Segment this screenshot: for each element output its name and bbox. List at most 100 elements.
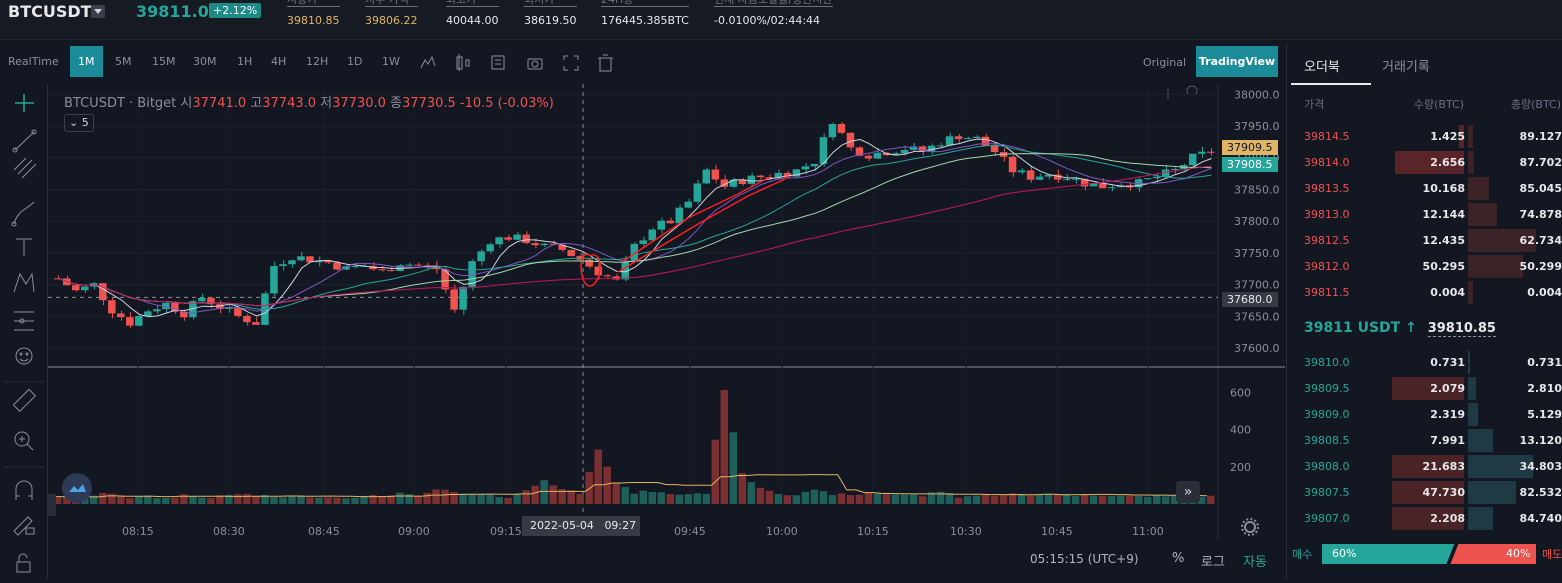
candle [693,183,702,202]
candle-type-icon[interactable] [420,55,436,69]
candle [1188,153,1197,166]
orderbook-row[interactable]: 39808.5 7.991 13.120 [1287,428,1562,454]
legend-open: 37741.0 [192,96,247,111]
lock-draw-icon[interactable] [13,516,35,536]
symbol-dropdown-icon[interactable] [91,5,105,18]
orderbook-row[interactable]: 39811.5 0.004 0.004 [1287,280,1562,306]
pattern-icon[interactable] [13,272,35,293]
volume-bar [90,495,98,504]
orderbook-row[interactable]: 39809.5 2.079 2.810 [1287,376,1562,402]
volume-bar [315,497,323,504]
legend-open-label: 시 [180,96,193,111]
stat-label: 지수 가격 [365,0,418,7]
row-total: 87.702 [1519,156,1562,169]
interval-5m[interactable]: 5M [115,55,132,68]
orderbook-row[interactable]: 39814.5 1.425 89.127 [1287,124,1562,150]
volume-bar [738,472,747,504]
volume-bar [135,496,143,504]
drawing-tools [4,94,44,573]
crosshair-time-label: 2022-05-04 09:27 [522,516,640,536]
stat-low: 최저가 38619.50 [524,0,577,27]
interval-1h[interactable]: 1H [237,55,253,68]
symbol-name[interactable]: BTCUSDT [8,2,92,21]
tradingview-button[interactable]: TradingView [1196,46,1278,77]
candle [657,220,666,230]
volume-bar [207,498,215,504]
orderbook-row[interactable]: 39810.0 0.731 0.731 [1287,350,1562,376]
orderbook-row[interactable]: 39814.0 2.656 87.702 [1287,150,1562,176]
candle [918,146,927,152]
candle [540,243,548,246]
lock-icon[interactable] [16,553,31,573]
indicator-collapse-button[interactable]: ⌄ 5 [64,114,94,132]
candle [846,132,855,148]
original-view-button[interactable]: Original [1143,56,1187,69]
mid-price: 39811 USDT [1304,320,1401,336]
total-depth-bar [1468,125,1473,148]
template-icon[interactable] [491,55,505,70]
crosshair-icon[interactable] [15,94,34,112]
stat-volume: 24H량 176445.385BTC [601,0,689,27]
orderbook-row[interactable]: 39807.0 2.208 84.740 [1287,506,1562,532]
stat-value: 176445.385BTC [601,14,689,27]
price-chart[interactable]: 38000.037950.037900.037850.037800.037750… [48,84,1285,540]
indicator-icon[interactable] [456,54,470,71]
camera-icon[interactable] [527,58,543,70]
realtime-button[interactable]: RealTime [8,55,59,68]
volume-bar [306,497,314,504]
fib-icon[interactable] [13,157,37,179]
measure-icon[interactable] [14,311,34,331]
trendline-icon[interactable] [12,129,37,153]
volume-bar [684,494,693,504]
ruler-icon[interactable] [12,388,37,413]
settings-gear-icon[interactable] [1240,517,1260,541]
row-total: 84.740 [1519,512,1562,525]
tab-trades[interactable]: 거래기록 [1382,60,1430,75]
total-depth-bar [1468,229,1536,252]
percent-scale-button[interactable]: % [1172,551,1185,566]
interval-30m[interactable]: 30M [193,55,217,68]
candle [135,315,143,326]
zoom-in-icon[interactable] [14,431,34,451]
interval-1w[interactable]: 1W [382,55,400,68]
row-qty: 0.731 [1430,356,1465,369]
orderbook-row[interactable]: 39812.5 12.435 62.734 [1287,228,1562,254]
candle [144,311,152,316]
brush-icon[interactable] [11,201,35,227]
magnet-icon[interactable] [15,480,33,500]
volume-bar [1161,496,1170,504]
interval-1d[interactable]: 1D [347,55,363,68]
time-tick-label: 10:15 [857,525,889,538]
qty-depth-bar [1392,481,1464,504]
qty-depth-bar [1395,151,1464,174]
orderbook-row[interactable]: 39813.0 12.144 74.878 [1287,202,1562,228]
ma-line-10 [58,142,1212,314]
trash-icon[interactable] [598,54,613,72]
orderbook-row[interactable]: 39808.0 21.683 34.803 [1287,454,1562,480]
interval-1m[interactable]: 1M [70,46,103,77]
candle [333,262,341,270]
candle [639,240,648,244]
volume-bar [324,497,332,504]
candle [468,261,476,287]
candle [225,307,233,309]
text-icon[interactable] [16,238,32,256]
interval-15m[interactable]: 15M [152,55,176,68]
total-depth-bar [1468,255,1523,278]
log-scale-button[interactable]: 로그 [1201,555,1225,570]
auto-scale-button[interactable]: 자동 [1243,555,1267,570]
orderbook-row[interactable]: 39812.0 50.295 50.299 [1287,254,1562,280]
volume-bar [351,497,359,504]
emoji-icon[interactable] [15,347,33,365]
orderbook-row[interactable]: 39813.5 10.168 85.045 [1287,176,1562,202]
interval-12h[interactable]: 12H [306,55,329,68]
change-badge: +2.12% [209,3,262,18]
orderbook-row[interactable]: 39809.0 2.319 5.129 [1287,402,1562,428]
interval-4h[interactable]: 4H [271,55,287,68]
orderbook-row[interactable]: 39807.5 47.730 82.532 [1287,480,1562,506]
fullscreen-icon[interactable] [563,55,579,71]
scroll-to-realtime-button[interactable]: » [1176,481,1200,503]
tab-orderbook[interactable]: 오더북 [1304,60,1340,75]
tradingview-logo-icon[interactable] [62,473,92,503]
volume-bar [756,487,765,504]
